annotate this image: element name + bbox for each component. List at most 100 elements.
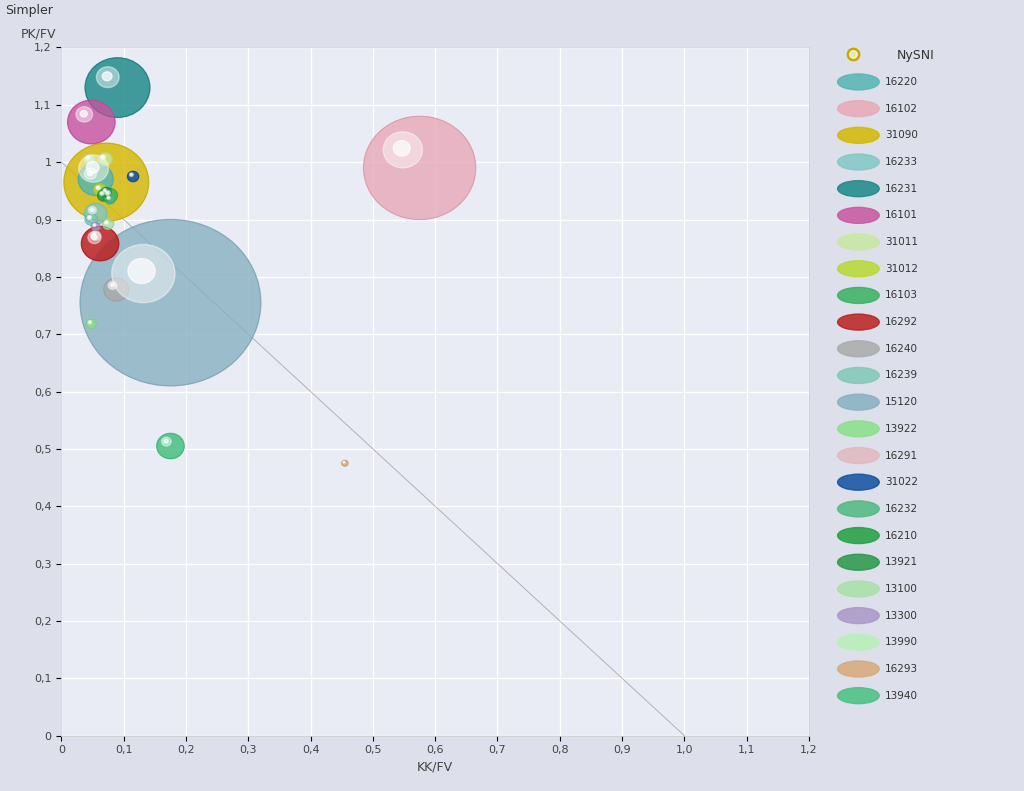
Ellipse shape [838, 154, 880, 170]
Circle shape [80, 111, 87, 117]
Text: NySNI: NySNI [896, 49, 934, 62]
Circle shape [383, 132, 423, 168]
Circle shape [87, 215, 92, 219]
Text: 31022: 31022 [885, 477, 918, 487]
Text: 31012: 31012 [885, 263, 918, 274]
Text: 13990: 13990 [885, 638, 918, 647]
Circle shape [343, 461, 345, 464]
Ellipse shape [838, 394, 880, 411]
Circle shape [102, 188, 118, 202]
Circle shape [98, 153, 112, 165]
Circle shape [162, 437, 171, 446]
Circle shape [88, 232, 101, 244]
Circle shape [84, 168, 96, 180]
Circle shape [63, 143, 148, 221]
Circle shape [93, 233, 95, 234]
Text: 13922: 13922 [885, 424, 919, 433]
Ellipse shape [838, 607, 880, 623]
Ellipse shape [838, 234, 880, 250]
Text: 16220: 16220 [885, 77, 918, 87]
Ellipse shape [838, 314, 880, 330]
Circle shape [97, 190, 110, 201]
Text: 16291: 16291 [885, 451, 919, 460]
Circle shape [92, 233, 96, 236]
Circle shape [76, 107, 92, 122]
Y-axis label: PK/FV: PK/FV [20, 28, 56, 40]
Circle shape [106, 196, 111, 199]
Ellipse shape [838, 661, 880, 677]
Text: 31090: 31090 [885, 131, 918, 140]
Text: 16231: 16231 [885, 184, 919, 194]
Text: 16210: 16210 [885, 531, 918, 540]
Circle shape [105, 195, 115, 204]
Circle shape [104, 221, 109, 224]
Circle shape [102, 219, 114, 229]
Text: 15120: 15120 [885, 397, 918, 407]
Ellipse shape [838, 127, 880, 143]
Circle shape [130, 174, 132, 176]
Circle shape [87, 157, 89, 158]
Circle shape [81, 226, 119, 261]
Ellipse shape [838, 74, 880, 90]
Circle shape [102, 72, 112, 81]
Circle shape [86, 320, 96, 328]
Text: Simpler: Simpler [5, 4, 53, 17]
Circle shape [88, 217, 90, 218]
Circle shape [105, 221, 108, 223]
X-axis label: KK/FV: KK/FV [417, 761, 454, 774]
Circle shape [112, 244, 175, 303]
Circle shape [68, 100, 115, 144]
Circle shape [157, 433, 184, 459]
Text: 16240: 16240 [885, 344, 918, 354]
Circle shape [91, 231, 100, 240]
Circle shape [101, 156, 103, 158]
Text: 13921: 13921 [885, 557, 919, 567]
Ellipse shape [838, 554, 880, 570]
Ellipse shape [838, 501, 880, 517]
Circle shape [103, 189, 106, 192]
Circle shape [364, 116, 476, 219]
Circle shape [93, 224, 96, 226]
Ellipse shape [838, 448, 880, 464]
Circle shape [90, 208, 94, 211]
Circle shape [85, 214, 97, 225]
Text: 16101: 16101 [885, 210, 918, 221]
Point [845, 48, 861, 61]
Circle shape [111, 283, 114, 287]
Text: 16293: 16293 [885, 664, 919, 674]
Circle shape [87, 171, 93, 176]
Circle shape [342, 460, 348, 466]
Circle shape [89, 321, 90, 323]
Text: 16103: 16103 [885, 290, 918, 301]
Circle shape [88, 206, 96, 214]
Circle shape [106, 191, 109, 194]
Text: 16102: 16102 [885, 104, 918, 114]
Ellipse shape [838, 421, 880, 437]
Circle shape [101, 192, 102, 194]
Ellipse shape [838, 180, 880, 197]
Circle shape [79, 155, 109, 182]
Circle shape [91, 222, 100, 230]
Text: 16292: 16292 [885, 317, 919, 327]
Ellipse shape [838, 261, 880, 277]
Circle shape [86, 156, 90, 159]
Circle shape [85, 58, 150, 117]
Circle shape [109, 282, 117, 290]
Ellipse shape [838, 207, 880, 223]
Circle shape [97, 187, 99, 188]
Circle shape [78, 163, 113, 195]
Point [845, 48, 861, 61]
Ellipse shape [838, 581, 880, 597]
Text: 13940: 13940 [885, 691, 918, 701]
Text: 13300: 13300 [885, 611, 918, 621]
Circle shape [128, 259, 155, 283]
Circle shape [393, 141, 410, 156]
Text: 31011: 31011 [885, 237, 918, 247]
Ellipse shape [838, 634, 880, 650]
Text: 13100: 13100 [885, 584, 918, 594]
Text: 16233: 16233 [885, 157, 919, 167]
Circle shape [104, 190, 105, 191]
Circle shape [103, 278, 129, 301]
Circle shape [80, 219, 261, 386]
Ellipse shape [838, 528, 880, 543]
